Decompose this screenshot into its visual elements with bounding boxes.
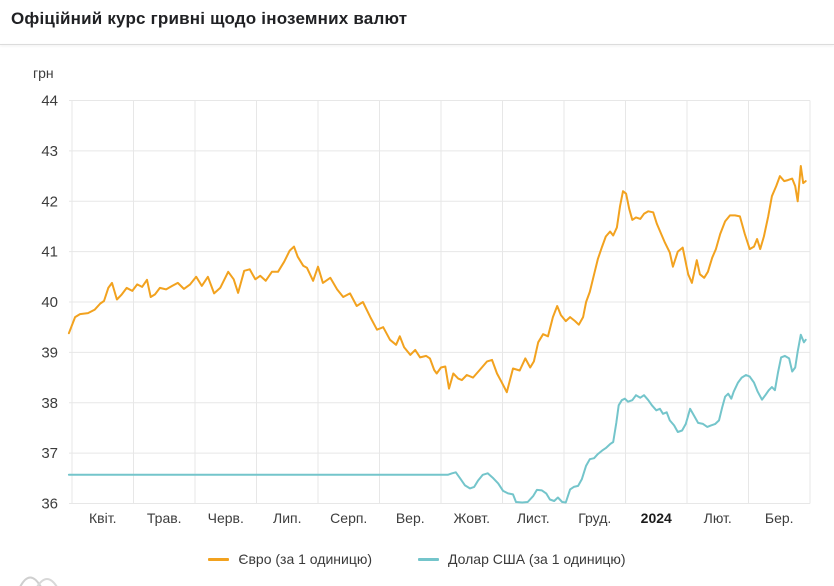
y-tick-label: 44 — [41, 93, 58, 110]
y-tick-label: 39 — [41, 344, 58, 361]
x-tick-label: Жовт. — [454, 510, 490, 526]
usd-line-swatch-icon — [418, 557, 440, 561]
y-tick-label: 36 — [41, 496, 58, 513]
x-tick-label: Вер. — [396, 510, 425, 526]
y-tick-label: 40 — [41, 294, 58, 311]
x-tick-label: Бер. — [765, 510, 794, 526]
x-tick-label: Черв. — [208, 510, 244, 526]
legend-label-usd: Долар США (за 1 одиницю) — [448, 551, 626, 567]
x-tick-label: Лип. — [273, 510, 301, 526]
x-tick-label: Квіт. — [89, 510, 116, 526]
page-title: Офіційний курс гривні щодо іноземних вал… — [11, 9, 408, 28]
chart-legend: Євро (за 1 одиницю) Долар США (за 1 один… — [0, 551, 834, 567]
x-tick-label: Трав. — [147, 510, 182, 526]
usd-series-line — [67, 333, 807, 504]
euro-series-line — [67, 165, 807, 394]
y-tick-label: 37 — [41, 445, 58, 462]
y-tick-label: 43 — [41, 143, 58, 160]
euro-line-swatch-icon — [208, 557, 230, 561]
legend-item-euro: Євро (за 1 одиницю) — [208, 551, 372, 567]
x-tick-label: Серп. — [330, 510, 367, 526]
y-axis-unit-label: грн — [33, 65, 54, 81]
title-divider — [0, 44, 834, 45]
x-tick-label: Груд. — [578, 510, 611, 526]
legend-label-euro: Євро (за 1 одиницю) — [238, 551, 373, 567]
y-tick-label: 42 — [41, 193, 58, 210]
decorative-wave-icon — [19, 576, 58, 586]
y-tick-label: 41 — [41, 244, 58, 261]
legend-item-usd: Долар США (за 1 одиницю) — [418, 551, 626, 567]
y-tick-label: 38 — [41, 395, 58, 412]
chart-canvas[interactable]: 44 43 42 41 40 39 38 37 36 Квіт. Трав. Черв. Лип. Сер… — [0, 0, 834, 545]
x-tick-label: Лист. — [517, 510, 550, 526]
x-tick-label: Лют. — [704, 510, 732, 526]
x-tick-label: 2024 — [641, 510, 672, 526]
